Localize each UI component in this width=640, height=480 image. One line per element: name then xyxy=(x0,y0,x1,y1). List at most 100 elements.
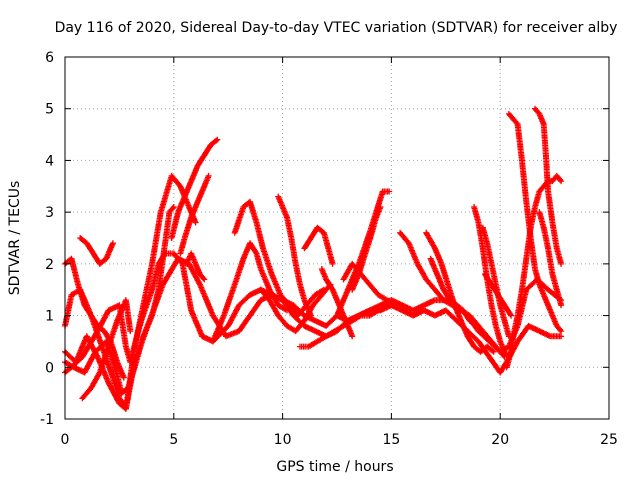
data-points xyxy=(62,105,565,412)
data-point-marks xyxy=(545,188,556,224)
data-point-marks xyxy=(540,224,551,250)
data-point-marks xyxy=(536,184,546,195)
data-point-marks xyxy=(266,286,281,307)
data-point-marks xyxy=(486,353,503,375)
data-point-marks xyxy=(236,293,252,309)
y-tick-label: 6 xyxy=(45,50,54,66)
data-point-marks xyxy=(368,215,379,236)
data-point-marks xyxy=(323,328,337,340)
data-point-marks xyxy=(170,250,185,266)
data-point-marks xyxy=(292,319,307,335)
data-point-marks xyxy=(488,260,499,286)
data-point-marks xyxy=(431,286,446,302)
y-tick-label: 4 xyxy=(45,153,54,169)
data-point-marks xyxy=(225,303,242,329)
data-point-marks xyxy=(460,307,472,323)
data-point-marks xyxy=(210,314,227,345)
data-point-marks xyxy=(301,322,317,334)
series-trace-29 xyxy=(532,105,565,267)
data-point-marks xyxy=(440,286,453,302)
data-point-marks xyxy=(179,260,194,312)
series-trace-10 xyxy=(183,250,208,283)
x-tick-label: 25 xyxy=(600,432,618,448)
data-point-marks xyxy=(514,288,525,319)
axis-ticks: -1 0 1 2 3 4 5 6 0 5 10 15 20 25 xyxy=(40,50,618,448)
data-point-marks xyxy=(366,308,380,319)
data-point-marks xyxy=(438,260,451,287)
series-trace-12 xyxy=(231,198,327,319)
data-point-marks xyxy=(149,210,164,267)
x-tick-label: 5 xyxy=(169,432,178,448)
data-point-marks xyxy=(497,302,508,323)
data-point-marks xyxy=(77,235,89,246)
series-trace-20 xyxy=(349,204,384,293)
data-point-marks xyxy=(405,240,420,266)
data-point-marks xyxy=(427,255,440,276)
data-point-marks xyxy=(118,386,130,397)
data-point-marks xyxy=(79,386,93,402)
data-point-marks xyxy=(549,219,560,250)
data-point-marks xyxy=(292,260,303,286)
data-point-marks xyxy=(253,250,264,271)
data-point-marks xyxy=(253,219,266,250)
data-point-marks xyxy=(523,198,534,240)
data-point-marks xyxy=(325,245,336,267)
data-point-marks xyxy=(70,364,87,375)
data-point-marks xyxy=(434,271,446,292)
data-point-marks xyxy=(553,286,565,309)
data-point-marks xyxy=(440,297,454,308)
series-trace-3 xyxy=(62,172,199,412)
data-point-marks xyxy=(181,215,194,241)
data-point-marks xyxy=(157,174,175,216)
data-point-marks xyxy=(540,121,549,157)
data-point-marks xyxy=(542,152,551,193)
data-point-marks xyxy=(122,297,134,335)
data-point-marks xyxy=(131,303,146,350)
data-point-marks xyxy=(508,334,516,355)
data-point-marks xyxy=(397,229,411,245)
data-point-marks xyxy=(88,312,100,328)
data-point-marks xyxy=(277,291,291,307)
data-point-marks xyxy=(320,229,331,250)
data-point-marks xyxy=(497,338,507,354)
series-trace-9 xyxy=(177,172,212,257)
data-point-marks xyxy=(442,307,459,323)
data-point-marks xyxy=(279,204,290,219)
data-point-marks xyxy=(423,229,438,250)
series-trace-14 xyxy=(275,193,314,319)
data-point-marks xyxy=(384,297,398,308)
data-point-marks xyxy=(492,343,508,360)
y-tick-label: 3 xyxy=(45,205,54,221)
data-point-marks xyxy=(519,257,530,293)
data-point-marks xyxy=(501,302,515,319)
data-point-marks xyxy=(96,345,111,376)
series-trace-15 xyxy=(301,224,336,267)
data-point-marks xyxy=(88,370,102,391)
data-point-marks xyxy=(547,333,565,340)
data-point-marks xyxy=(329,286,342,307)
data-point-marks xyxy=(149,288,162,319)
data-point-marks xyxy=(375,303,389,314)
data-point-marks xyxy=(536,209,547,230)
data-point-marks xyxy=(175,195,188,216)
data-point-marks xyxy=(349,313,363,324)
data-point-marks xyxy=(375,291,389,303)
data-point-marks xyxy=(68,255,81,286)
data-point-marks xyxy=(458,317,470,338)
data-point-marks xyxy=(231,205,246,236)
data-point-marks xyxy=(266,297,281,318)
data-point-marks xyxy=(366,302,383,314)
data-point-marks xyxy=(247,198,259,224)
data-point-marks xyxy=(94,322,106,334)
data-point-marks xyxy=(220,283,238,319)
data-point-marks xyxy=(260,245,275,276)
data-point-marks xyxy=(453,302,465,313)
data-point-marks xyxy=(81,302,94,318)
data-point-marks xyxy=(482,271,494,287)
data-point-marks xyxy=(553,245,565,267)
data-point-marks xyxy=(305,339,319,350)
data-point-marks xyxy=(464,333,477,349)
data-point-marks xyxy=(166,204,177,216)
data-point-marks xyxy=(423,276,437,292)
data-point-marks xyxy=(501,317,512,340)
